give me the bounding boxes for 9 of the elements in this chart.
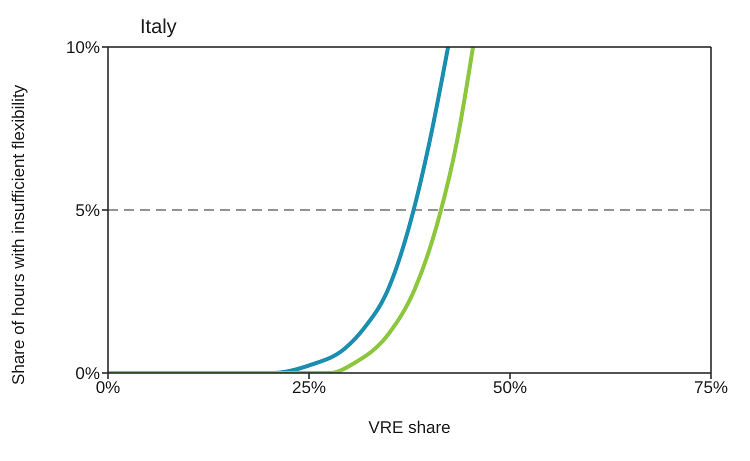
y-tick-label: 5% xyxy=(75,201,100,220)
x-tick-label: 75% xyxy=(694,378,728,398)
chart-title: Italy xyxy=(140,16,177,39)
y-tick-label: 10% xyxy=(66,38,100,58)
x-axis-title: VRE share xyxy=(368,418,451,437)
x-tick-label: 25% xyxy=(292,378,326,398)
y-axis-title: Share of hours with insufficient flexibility xyxy=(9,84,28,385)
x-tick-label: 0% xyxy=(96,378,120,398)
x-tick-label: 50% xyxy=(492,378,528,398)
